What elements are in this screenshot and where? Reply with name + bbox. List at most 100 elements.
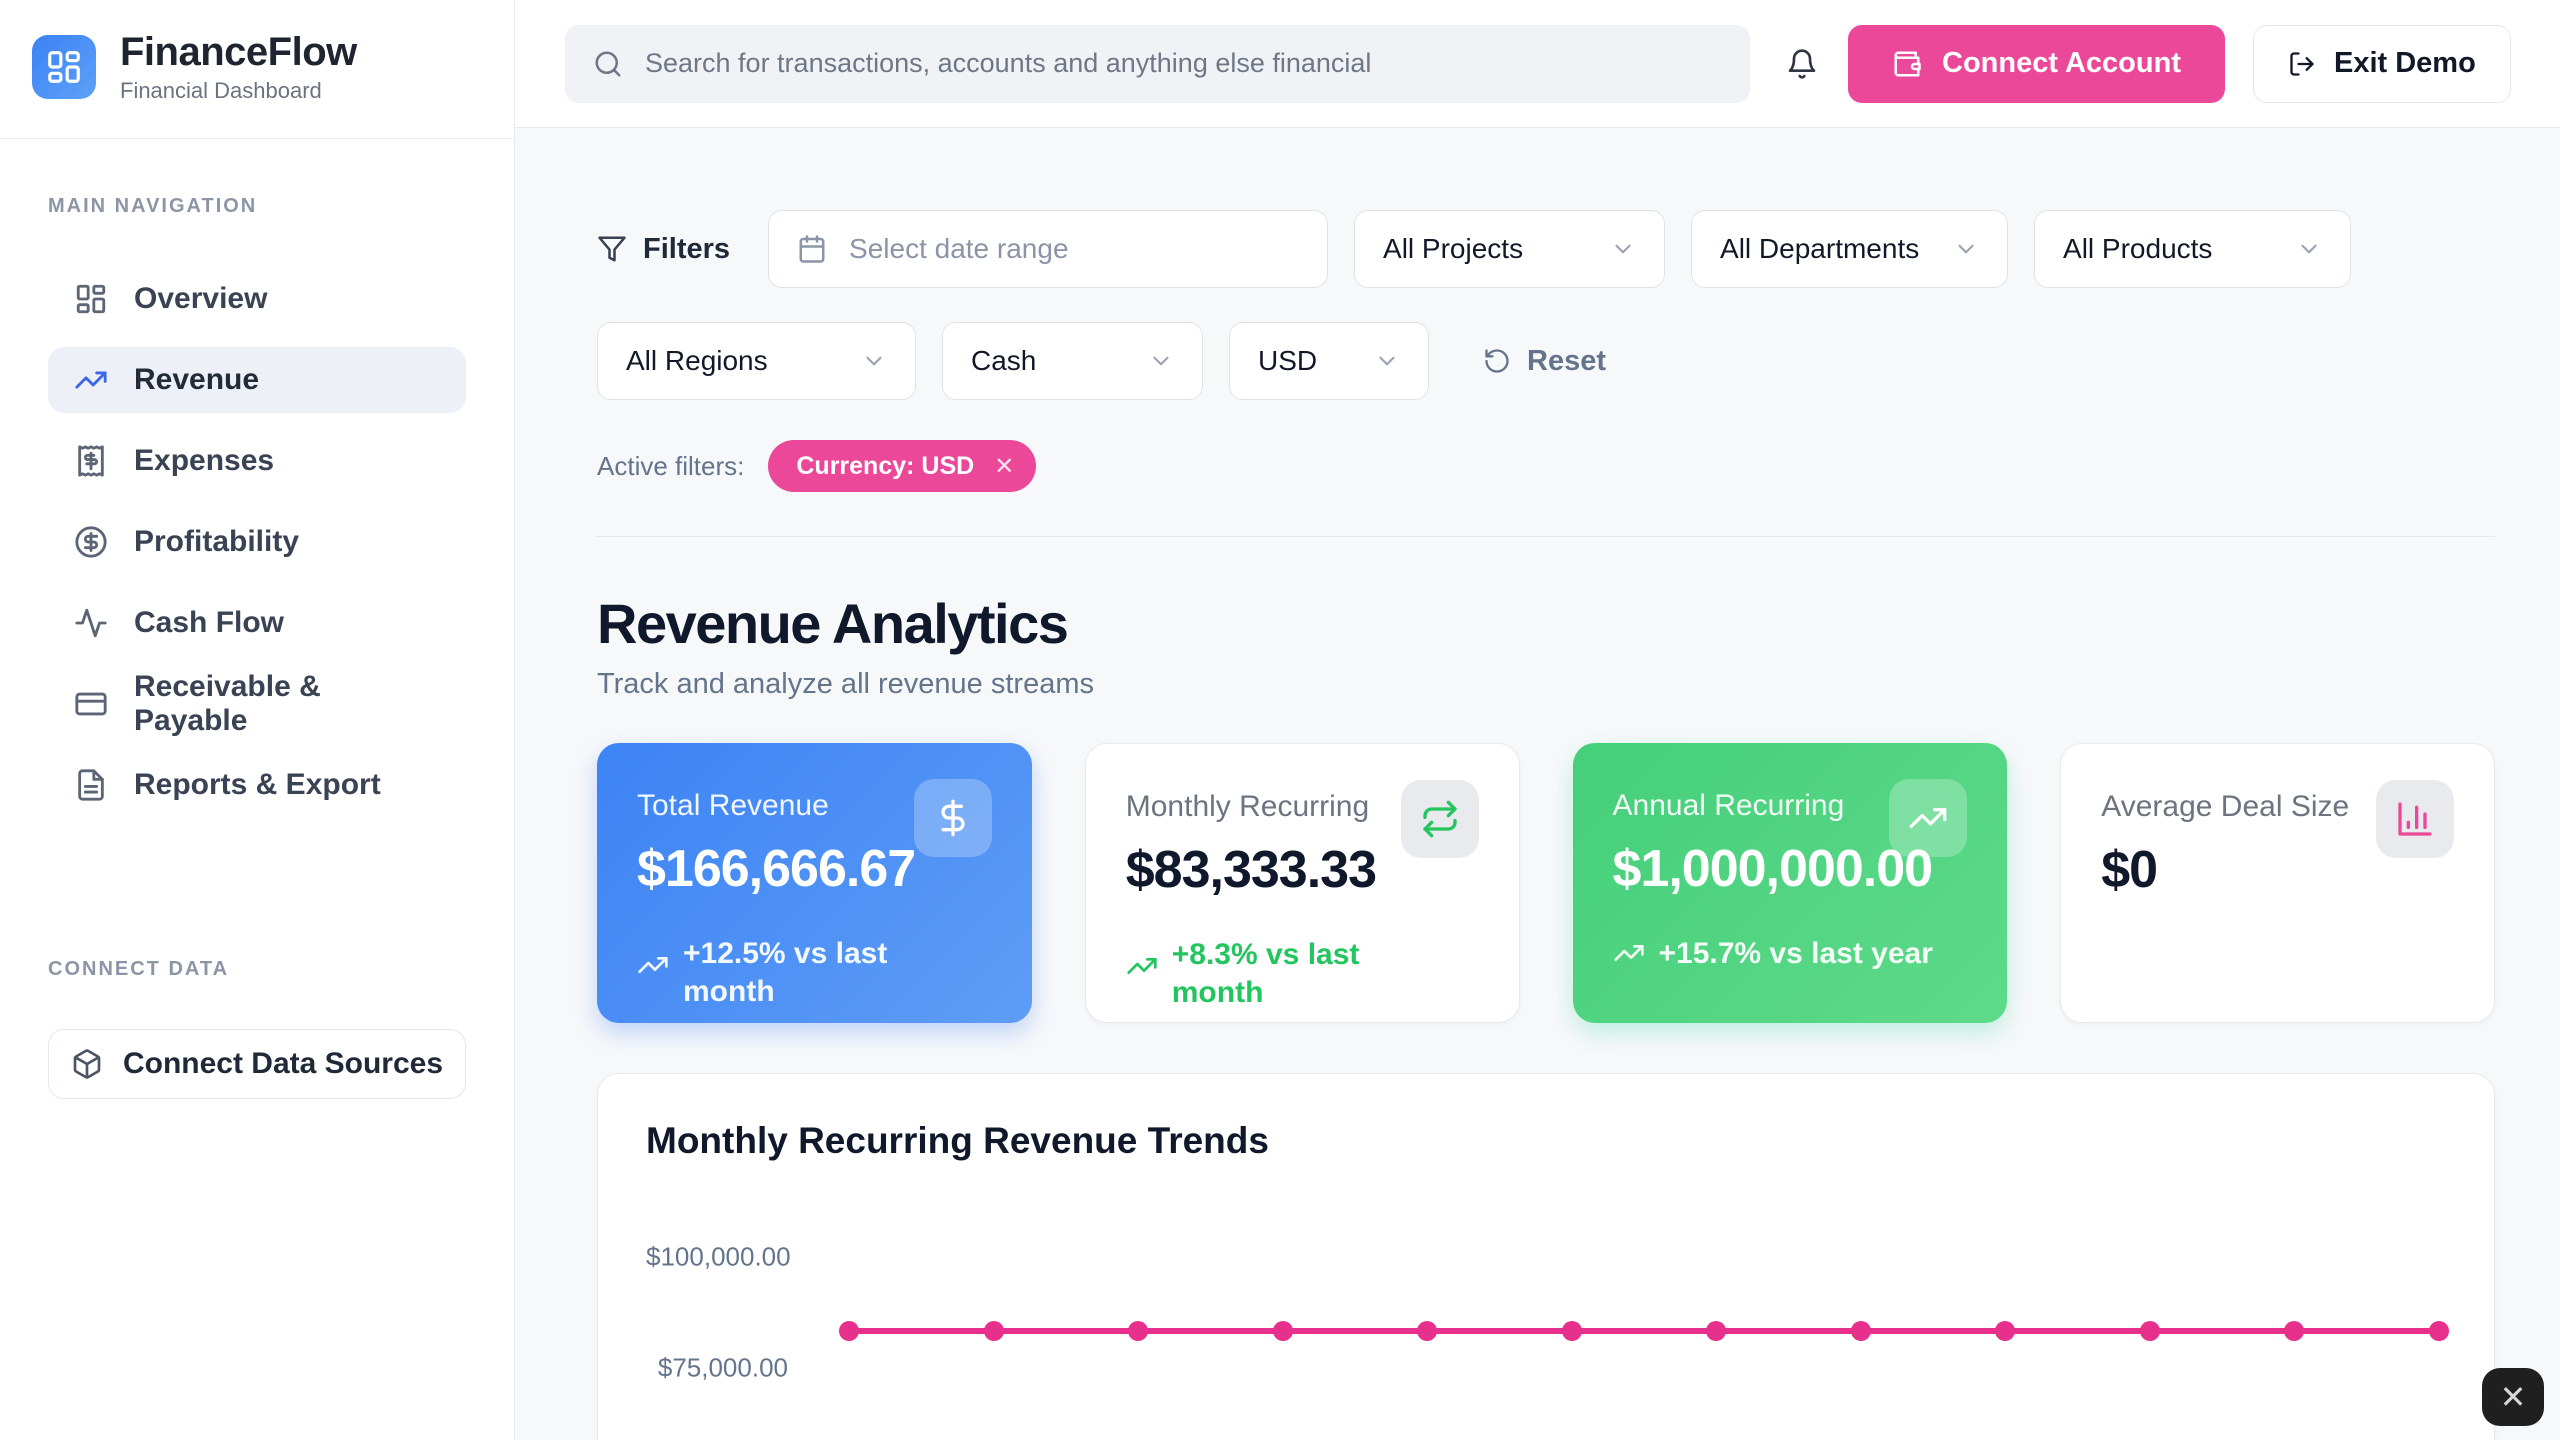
metric-value: $0 xyxy=(2101,841,2158,899)
main-content: Filters Select date range All Projects A… xyxy=(515,128,2560,1440)
metric-card-total-revenue: Total Revenue $166,666.67 +12.5% vs last… xyxy=(597,743,1032,1023)
package-icon xyxy=(71,1048,103,1080)
chart-point[interactable] xyxy=(2429,1321,2449,1341)
top-bar: Connect Account Exit Demo xyxy=(515,0,2560,128)
filter-icon xyxy=(597,234,627,264)
app-title: FinanceFlow xyxy=(120,30,357,74)
chart-point[interactable] xyxy=(983,1321,1004,1341)
chevron-down-icon xyxy=(861,348,887,374)
chart-point[interactable] xyxy=(1706,1321,1727,1341)
connect-account-button[interactable]: Connect Account xyxy=(1848,24,2225,103)
y-axis-tick-label: $75,000.00 xyxy=(657,1352,788,1383)
sidebar-item-label: Revenue xyxy=(134,363,260,396)
bell-icon xyxy=(1788,48,1816,79)
chevron-down-icon xyxy=(1374,348,1400,374)
calendar-icon xyxy=(797,234,827,264)
search-input[interactable] xyxy=(645,48,1722,79)
metric-change: +8.3% vs last month xyxy=(1171,938,1360,1010)
metric-value: $166,666.67 xyxy=(637,840,916,898)
sidebar-item-receivable-payable[interactable]: Receivable & Payable xyxy=(48,670,466,737)
mrr-trends-chart-card: Monthly Recurring Revenue Trends $100,00… xyxy=(597,1073,2495,1440)
app-logo-block: FinanceFlow Financial Dashboard xyxy=(0,0,514,139)
chart-point[interactable] xyxy=(1561,1321,1582,1341)
reset-filters-button[interactable]: Reset xyxy=(1483,345,1606,378)
chart-title: Monthly Recurring Revenue Trends xyxy=(646,1120,1269,1161)
close-icon[interactable]: ✕ xyxy=(994,452,1015,480)
dollar-circle-icon xyxy=(74,525,108,559)
close-icon: ✕ xyxy=(2499,1379,2527,1415)
wallet-icon xyxy=(1892,49,1922,79)
credit-card-icon xyxy=(74,687,108,721)
metric-change: +15.7% vs last year xyxy=(1658,937,1933,970)
chart-point[interactable] xyxy=(1417,1321,1438,1341)
trending-up-icon xyxy=(637,949,669,981)
date-range-input[interactable]: Select date range xyxy=(768,210,1329,288)
app-subtitle: Financial Dashboard xyxy=(120,78,322,103)
chevron-down-icon xyxy=(1148,348,1174,374)
y-axis-tick-label: $100,000.00 xyxy=(646,1241,791,1272)
file-text-icon xyxy=(74,768,108,802)
dashboard-icon xyxy=(74,282,108,316)
global-search[interactable] xyxy=(565,24,1750,103)
metric-label: Annual Recurring xyxy=(1612,789,1845,822)
notifications-bell-button[interactable] xyxy=(1786,48,1818,80)
sidebar-item-label: Cash Flow xyxy=(134,606,285,639)
metric-label: Total Revenue xyxy=(637,789,829,822)
sidebar-item-expenses[interactable]: Expenses xyxy=(48,428,466,494)
main-navigation: Overview Revenue Expenses Profitability … xyxy=(48,266,466,818)
currency-select[interactable]: USD xyxy=(1229,322,1429,400)
filters-panel: Filters Select date range All Projects A… xyxy=(597,210,2495,537)
exit-demo-button[interactable]: Exit Demo xyxy=(2252,24,2511,103)
metric-label: Monthly Recurring xyxy=(1125,790,1370,823)
overlay-close-button[interactable]: ✕ xyxy=(2482,1368,2544,1426)
chart-point[interactable] xyxy=(2139,1321,2160,1341)
chart-point[interactable] xyxy=(1995,1321,2016,1341)
logout-icon xyxy=(2288,50,2316,78)
rotate-ccw-icon xyxy=(1483,347,1511,375)
trending-up-icon xyxy=(1889,779,1968,857)
filters-heading: Filters xyxy=(597,233,730,266)
sidebar-item-label: Receivable & Payable xyxy=(134,670,321,737)
active-filter-chip-currency[interactable]: Currency: USD ✕ xyxy=(768,440,1037,492)
nav-section-label: MAIN NAVIGATION xyxy=(48,195,258,217)
payment-type-select[interactable]: Cash xyxy=(942,322,1203,400)
chart-point[interactable] xyxy=(1850,1321,1871,1341)
bar-chart-icon xyxy=(2376,780,2454,858)
chart-point[interactable] xyxy=(1272,1321,1293,1341)
sidebar-item-revenue[interactable]: Revenue xyxy=(48,347,466,413)
sidebar-item-label: Overview xyxy=(134,282,268,315)
metric-change: +12.5% vs last month xyxy=(683,937,888,1009)
trending-up-icon xyxy=(74,363,108,397)
departments-select[interactable]: All Departments xyxy=(1691,210,2009,288)
trending-up-icon xyxy=(1126,950,1158,982)
metric-card-monthly-recurring: Monthly Recurring $83,333.33 +8.3% vs la… xyxy=(1084,743,1520,1023)
page-title: Revenue Analytics xyxy=(597,592,1069,655)
sidebar-item-label: Reports & Export xyxy=(134,768,381,801)
trending-up-icon xyxy=(1613,937,1645,969)
projects-select[interactable]: All Projects xyxy=(1354,210,1666,288)
active-filters-label: Active filters: xyxy=(597,450,745,481)
metric-label: Average Deal Size xyxy=(2101,790,2350,823)
connect-data-label: CONNECT DATA xyxy=(48,958,230,980)
chevron-down-icon xyxy=(2296,236,2322,262)
chart-point[interactable] xyxy=(1128,1321,1149,1341)
sidebar-item-cash-flow[interactable]: Cash Flow xyxy=(48,590,466,656)
page-subtitle: Track and analyze all revenue streams xyxy=(597,668,1094,700)
sidebar-item-reports-export[interactable]: Reports & Export xyxy=(48,752,466,818)
products-select[interactable]: All Products xyxy=(2034,210,2352,288)
repeat-icon xyxy=(1400,780,1479,858)
search-icon xyxy=(593,49,623,79)
date-range-placeholder: Select date range xyxy=(849,233,1069,264)
metric-value: $83,333.33 xyxy=(1125,841,1377,899)
sidebar-item-overview[interactable]: Overview xyxy=(48,266,466,332)
activity-icon xyxy=(74,606,108,640)
chevron-down-icon xyxy=(1610,236,1636,262)
sidebar-item-profitability[interactable]: Profitability xyxy=(48,509,466,575)
connect-data-sources-button[interactable]: Connect Data Sources xyxy=(48,1029,466,1099)
metric-card-annual-recurring: Annual Recurring $1,000,000.00 +15.7% vs… xyxy=(1572,743,2008,1023)
chart-point[interactable] xyxy=(2284,1321,2305,1341)
metric-card-average-deal-size: Average Deal Size $0 xyxy=(2060,743,2495,1023)
chart-point[interactable] xyxy=(839,1321,859,1341)
sidebar-item-label: Profitability xyxy=(134,525,300,558)
regions-select[interactable]: All Regions xyxy=(597,322,916,400)
